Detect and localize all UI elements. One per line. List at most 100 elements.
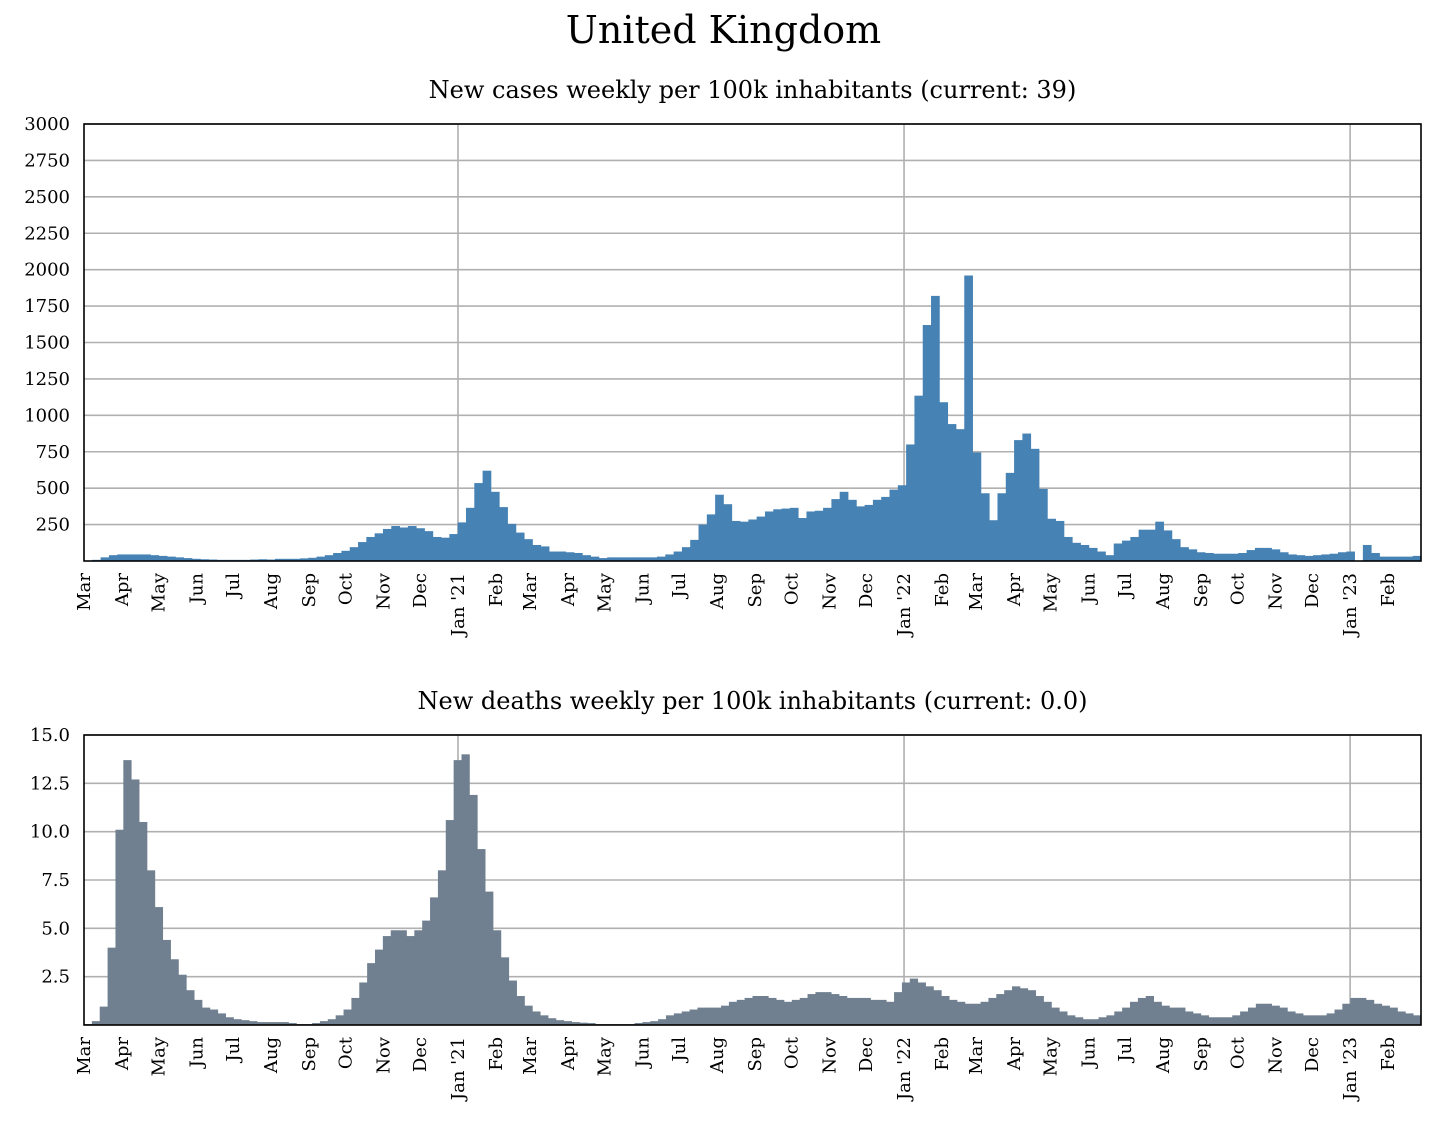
bar	[1145, 996, 1154, 1025]
x-tick-label: May	[595, 572, 616, 612]
bar	[1090, 1019, 1099, 1025]
bar	[437, 870, 447, 1025]
bar	[1255, 1003, 1265, 1025]
x-tick-label: Nov	[819, 572, 840, 610]
bar	[399, 527, 409, 561]
bar	[1358, 997, 1367, 1025]
bar	[1185, 1011, 1194, 1025]
x-tick-label: Dec	[856, 1037, 877, 1072]
bar	[1326, 1013, 1335, 1025]
bar	[864, 504, 874, 561]
bar	[744, 997, 753, 1025]
bar	[931, 295, 940, 561]
bar	[1205, 552, 1214, 561]
bar	[490, 491, 500, 561]
x-tick-label: Nov	[373, 572, 394, 610]
bar	[445, 820, 455, 1025]
x-tick-label: Jun	[186, 573, 207, 606]
bar	[291, 558, 301, 561]
bar	[367, 963, 376, 1025]
bar	[1271, 1005, 1280, 1025]
bar	[854, 997, 864, 1025]
bar	[615, 557, 625, 561]
bar	[781, 508, 791, 561]
bar	[115, 829, 124, 1025]
x-tick-label: Jan '21	[448, 573, 469, 638]
x-tick-label: Oct	[336, 572, 357, 605]
bar	[955, 429, 965, 561]
bar	[477, 849, 486, 1025]
y-tick-label: 2.5	[41, 967, 70, 988]
bar	[432, 536, 442, 561]
bar	[881, 496, 890, 561]
bar	[764, 511, 774, 561]
bar	[1208, 1017, 1217, 1025]
bar	[557, 551, 567, 561]
bar	[1313, 555, 1322, 561]
bar	[996, 994, 1005, 1025]
bar	[549, 551, 558, 561]
bar	[1350, 997, 1359, 1025]
bar	[689, 1009, 698, 1025]
x-tick-label: Feb	[932, 1037, 953, 1071]
bar	[1213, 553, 1223, 561]
x-tick-label: Feb	[486, 1037, 507, 1071]
bar	[839, 491, 849, 561]
bar	[823, 507, 832, 561]
bar	[1130, 536, 1140, 561]
bar	[776, 999, 785, 1025]
bar	[312, 1023, 321, 1025]
y-tick-label: 10.0	[30, 822, 70, 843]
y-tick-label: 2750	[24, 150, 70, 171]
bar	[856, 506, 866, 561]
x-tick-label: Jul	[1115, 573, 1136, 600]
bar	[989, 520, 998, 561]
bar	[1030, 448, 1040, 561]
bar	[407, 526, 417, 561]
bar	[831, 994, 840, 1025]
bar	[142, 554, 151, 561]
bar	[773, 509, 782, 561]
bar	[1404, 556, 1414, 561]
x-tick-label: Sep	[1191, 1037, 1212, 1072]
bar	[634, 1023, 643, 1025]
bar	[1004, 990, 1013, 1025]
x-tick-label: Nov	[1266, 572, 1287, 610]
x-tick-label: Apr	[558, 1037, 579, 1072]
bar	[698, 524, 708, 561]
bar	[258, 559, 268, 561]
bar	[1043, 1001, 1052, 1025]
bar	[398, 930, 407, 1025]
bar	[499, 507, 508, 561]
x-tick-label: Mar	[74, 573, 95, 611]
bar	[1337, 552, 1347, 561]
y-tick-label: 7.5	[41, 870, 70, 891]
bar	[972, 452, 982, 561]
bar	[1051, 1007, 1060, 1025]
bar	[889, 489, 899, 561]
bar	[607, 557, 616, 561]
bar	[886, 1001, 895, 1025]
bar	[1279, 1007, 1288, 1025]
x-tick-label: Apr	[558, 573, 579, 608]
y-tick-label: 500	[36, 478, 70, 499]
bar	[922, 325, 932, 561]
bar	[1389, 1007, 1398, 1025]
bar	[391, 526, 400, 561]
bar	[1329, 553, 1339, 561]
bar	[524, 1005, 533, 1025]
bar	[565, 552, 575, 561]
bar	[1238, 552, 1248, 561]
bar	[846, 997, 856, 1025]
bar	[1022, 433, 1032, 561]
y-tick-label: 2000	[24, 260, 70, 281]
x-tick-label: Aug	[261, 1037, 282, 1074]
bar	[632, 557, 641, 561]
bar	[540, 1015, 549, 1025]
bar	[870, 999, 879, 1025]
bar	[872, 499, 882, 561]
x-tick-label: Nov	[373, 1036, 394, 1074]
bar	[590, 556, 600, 561]
bar	[406, 936, 415, 1025]
